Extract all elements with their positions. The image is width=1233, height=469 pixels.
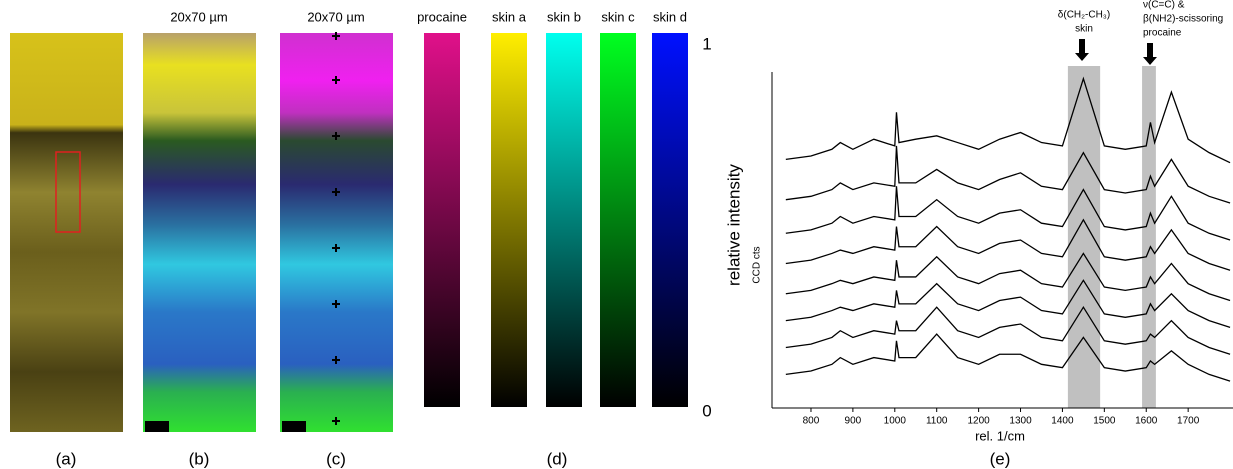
spectra-chart: 800 900 1000 1100 1200 1300 1400 1500 1600 1700 δ(…: [771, 0, 1233, 427]
panel-label: (b): [189, 449, 210, 468]
annotation: β(NH2)-scissoring: [1143, 14, 1223, 25]
colorbar-label: procaine: [417, 9, 467, 24]
spectrum: [785, 218, 1231, 271]
x-tick-label: 1000: [884, 416, 907, 427]
annotation: δ(CH₂-CH₃): [1058, 10, 1110, 21]
x-tick-label: 1600: [1135, 416, 1158, 427]
panel-label: (e): [990, 449, 1011, 468]
raman-map: [143, 33, 256, 432]
cross: [332, 132, 340, 140]
cross: [332, 32, 340, 40]
map-size: 20x70 µm: [170, 9, 227, 24]
x-tick-label: 800: [803, 416, 820, 427]
cross: [332, 244, 340, 252]
colorbars: procaine skin a skin b skin c skin d: [417, 9, 688, 407]
annotation: ν(C=C) &: [1143, 0, 1185, 11]
panel-label: (c): [326, 449, 346, 468]
panel-label: (d): [547, 449, 568, 468]
spectrum: [785, 305, 1231, 355]
colorbar: [491, 33, 527, 407]
spectrum: [785, 76, 1231, 164]
region-box: [55, 151, 81, 233]
colorbar-label: skin b: [547, 9, 581, 24]
panel-label: (a): [56, 449, 77, 468]
x-tick-label: 1100: [926, 416, 948, 427]
cross: [332, 356, 340, 364]
colorbar: [600, 33, 636, 407]
y-axis-label: CCD cts: [752, 246, 763, 283]
x-tick-label: 1700: [1177, 416, 1200, 427]
annotation: procaine: [1143, 28, 1182, 39]
colorbar-label: skin c: [601, 9, 635, 24]
spectrum: [785, 279, 1231, 328]
cross: [332, 188, 340, 196]
x-tick-label: 1400: [1051, 416, 1074, 427]
x-tick-label: 1200: [967, 416, 990, 427]
arrow: [1075, 39, 1089, 61]
raman-map: [280, 33, 393, 432]
spectrum: [785, 333, 1231, 382]
colorbar: [424, 33, 460, 407]
map-size: 20x70 µm: [307, 9, 364, 24]
measurement-points: [332, 32, 340, 425]
spectrum: [785, 252, 1231, 302]
colorbar-title: relative intensity: [724, 164, 743, 286]
cross: [332, 76, 340, 84]
colorbar-label: skin d: [653, 9, 687, 24]
spectrum: [785, 145, 1231, 204]
colorbar: [652, 33, 688, 407]
colorbar-max: 1: [702, 34, 711, 53]
x-tick-label: 1500: [1093, 416, 1116, 427]
x-tick-label: 900: [845, 416, 862, 427]
highlight-band: [1142, 66, 1156, 408]
cross: [332, 300, 340, 308]
scale-bar: [145, 421, 169, 432]
cross: [332, 417, 340, 425]
colorbar-min: 0: [702, 401, 711, 420]
spectrum: [785, 186, 1231, 241]
colorbar: [546, 33, 582, 407]
arrow: [1143, 43, 1157, 65]
x-axis-label: rel. 1/cm: [975, 428, 1025, 443]
scale-bar: [282, 421, 306, 432]
colorbar-label: skin a: [492, 9, 527, 24]
annotation: skin: [1075, 24, 1093, 35]
x-tick-label: 1300: [1009, 416, 1032, 427]
